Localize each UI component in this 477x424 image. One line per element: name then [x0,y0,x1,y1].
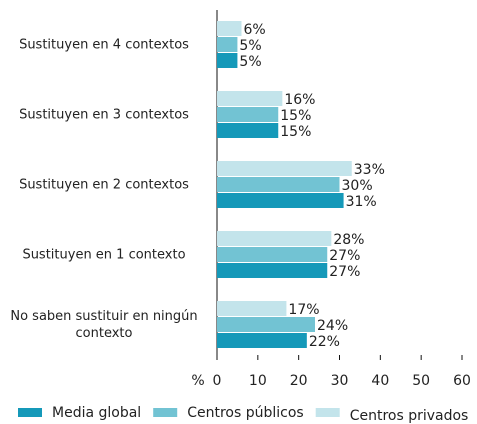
x-tick-label: 30 [331,373,349,389]
bar [217,123,279,138]
x-tick-label: 60 [453,373,471,389]
category-label: Sustituyen en 1 contexto [22,247,186,263]
bar [217,301,287,316]
value-label: 17% [288,302,319,318]
legend-swatch [153,408,178,417]
bar [217,263,328,278]
x-tick-label: 50 [412,373,430,389]
bar [217,333,307,348]
value-label: 16% [284,92,315,108]
bar [217,91,283,106]
x-axis-label: % [191,373,204,389]
category-label: Sustituyen en 2 contextos [19,177,189,193]
bar [217,161,352,176]
value-label: 22% [309,334,340,350]
value-label: 24% [317,318,348,334]
x-tick-label: 10 [249,373,267,389]
category-label: No saben sustituir en ningún contexto [10,309,198,341]
bar [217,231,332,246]
value-label: 30% [342,178,373,194]
bar [217,107,279,122]
value-label: 5% [239,54,261,70]
x-tick-label: 20 [290,373,308,389]
bar [217,193,344,208]
x-tick-label: 40 [371,373,389,389]
value-label: 5% [239,38,261,54]
bar [217,21,242,36]
bar [217,53,238,68]
legend-swatch [315,408,340,417]
legend-label: Centros públicos [187,405,304,421]
value-label: 28% [333,232,364,248]
value-label: 33% [354,162,385,178]
value-label: 15% [280,108,311,124]
x-tick-label: 0 [213,373,222,389]
bar [217,247,328,262]
legend-label: Centros privados [350,408,469,424]
legend-label: Media global [52,405,141,421]
value-label: 6% [244,22,266,38]
category-label: Sustituyen en 3 contextos [19,107,189,123]
bar [217,177,340,192]
bar [217,317,315,332]
value-label: 15% [280,124,311,140]
bar [217,37,238,52]
value-label: 31% [346,194,377,210]
category-label: Sustituyen en 4 contextos [19,37,189,53]
value-label: 27% [329,264,360,280]
value-label: 27% [329,248,360,264]
legend-swatch [18,408,42,417]
